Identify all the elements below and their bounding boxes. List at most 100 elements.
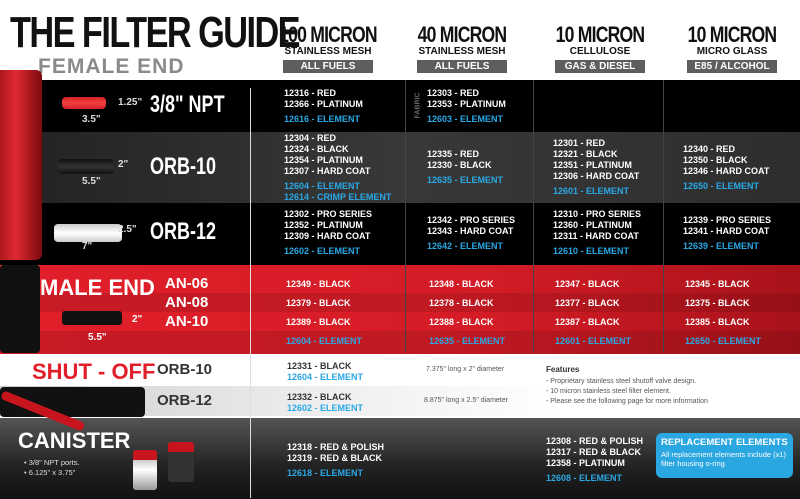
- element-part-number: 12604 - ELEMENT: [287, 372, 364, 382]
- part-number: 12347 - BLACK: [555, 278, 620, 289]
- replacement-callout: REPLACEMENT ELEMENTS All replacement ele…: [656, 433, 793, 478]
- part-number: 12308 - RED & POLISH: [546, 436, 644, 446]
- fabric-note: FABRIC: [414, 92, 422, 119]
- feature-item: - Proprietary stainless steel shutoff va…: [546, 378, 697, 385]
- shutoff-section: [0, 355, 800, 386]
- shutoff-size-label: ORB-10: [157, 361, 213, 378]
- orb10-band: [0, 132, 800, 203]
- canister-polished-image: [133, 450, 157, 490]
- part-number: 12377 - BLACK: [555, 297, 620, 308]
- fitting-label: ORB-10: [150, 152, 217, 180]
- part-number: 12335 - RED: [427, 149, 480, 159]
- element-part-number: 12601 - ELEMENT: [555, 335, 632, 346]
- part-cell: 12340 - RED 12350 - BLACK 12346 - HARD COA…: [683, 135, 769, 200]
- part-cell: 12301 - RED 12321 - BLACK 12351 - PLATINUM…: [553, 135, 639, 200]
- filter-image: [58, 158, 114, 174]
- part-number: 12346 - HARD COAT: [683, 165, 770, 176]
- callout-title: REPLACEMENT ELEMENTS: [661, 437, 788, 448]
- male-stripe: [0, 331, 800, 354]
- column-header: 10 MICRON MICRO GLASS E85 / ALCOHOL: [667, 22, 797, 73]
- part-number: 12387 - BLACK: [555, 316, 620, 327]
- fuel-badge: E85 / ALCOHOL: [687, 60, 777, 73]
- element-part-number: 12635 - ELEMENT: [429, 335, 506, 346]
- element-part-number: 12616 - ELEMENT: [284, 113, 361, 124]
- fitting-label: 3/8" NPT: [150, 91, 225, 118]
- element-part-number: 12610 - ELEMENT: [553, 246, 630, 256]
- canister-bullet: • 3/8" NPT ports.: [24, 458, 80, 467]
- part-number: 12358 - PLATINUM: [546, 458, 625, 468]
- part-cell: 12302 - PRO SERIES 12352 - PLATINUM 12309 …: [284, 206, 372, 260]
- part-number: 12331 - BLACK: [287, 361, 352, 371]
- part-number: 12360 - PLATINUM: [553, 220, 632, 230]
- divider: [663, 80, 664, 352]
- part-number: 12324 - BLACK: [284, 143, 349, 154]
- part-number: 12340 - RED: [683, 143, 736, 154]
- element-part-number: 12642 - ELEMENT: [427, 240, 504, 251]
- male-filter-image: [62, 311, 122, 325]
- part-number: 12348 - BLACK: [429, 278, 494, 289]
- male-size-label: AN-08: [165, 294, 209, 311]
- height-dimension: 2": [132, 314, 143, 325]
- divider: [405, 80, 406, 352]
- height-dimension: 2.5": [118, 224, 137, 235]
- part-number: 12345 - BLACK: [685, 278, 750, 289]
- part-number: 12375 - BLACK: [685, 297, 750, 308]
- element-part-number: 12601 - ELEMENT: [553, 186, 630, 196]
- part-number: 12316 - RED: [284, 87, 337, 98]
- part-number: 12302 - PRO SERIES: [284, 209, 373, 219]
- fuel-badge: ALL FUELS: [417, 60, 507, 73]
- part-number: 12303 - RED: [427, 87, 480, 98]
- part-number: 12388 - BLACK: [429, 316, 494, 327]
- fitting-label: ORB-12: [150, 218, 217, 245]
- element-part-number: 12604 - ELEMENT: [286, 335, 363, 346]
- element-part-number: 12614 - CRIMP ELEMENT: [284, 191, 392, 202]
- male-end-heading: MALE END: [40, 275, 155, 300]
- part-number: 12304 - RED: [284, 132, 337, 143]
- element-part-number: 12650 - ELEMENT: [683, 180, 760, 191]
- part-number: 12351 - PLATINUM: [553, 160, 632, 170]
- column-header: 40 MICRON STAINLESS MESH ALL FUELS: [397, 22, 527, 73]
- length-dimension: 5.5": [88, 332, 107, 343]
- part-number: 12389 - BLACK: [286, 316, 351, 327]
- male-section: [0, 265, 800, 354]
- part-number: 12306 - HARD COAT: [553, 171, 640, 181]
- part-cell: 12310 - PRO SERIES 12360 - PLATINUM 12311 …: [553, 206, 641, 260]
- female-end-heading: FEMALE END: [38, 55, 185, 78]
- media-type: STAINLESS MESH: [418, 46, 506, 57]
- dimension-note: 7.375" long x 2" diameter: [426, 366, 505, 373]
- element-part-number: 12608 - ELEMENT: [546, 473, 623, 483]
- shutoff-size-label: ORB-12: [157, 392, 213, 409]
- part-number: 12310 - PRO SERIES: [553, 209, 642, 219]
- height-dimension: 2": [118, 158, 129, 170]
- part-number: 12330 - BLACK: [427, 160, 492, 170]
- element-part-number: 12603 - ELEMENT: [427, 113, 504, 124]
- part-number: 12349 - BLACK: [286, 278, 351, 289]
- micron-rating: 10 MICRON: [687, 22, 777, 47]
- part-cell: 12339 - PRO SERIES 12341 - HARD COAT 12639…: [683, 206, 771, 260]
- part-cell: 12316 - RED 12366 - PLATINUM 12616 - ELEME…: [284, 83, 363, 129]
- column-header: 10 MICRON CELLULOSE GAS & DIESEL: [535, 22, 665, 73]
- height-dimension: 1.25": [118, 97, 143, 108]
- part-number: 12339 - PRO SERIES: [683, 214, 772, 225]
- length-dimension: 3.5": [82, 114, 101, 125]
- micron-rating: 10 MICRON: [555, 22, 645, 47]
- page-title: THE FILTER GUIDE: [10, 8, 301, 57]
- feature-item: - 10 micron stainless steel filter eleme…: [546, 388, 671, 395]
- canister-black-image: [168, 442, 194, 482]
- filter-image: [0, 70, 42, 260]
- part-number: 12353 - PLATINUM: [427, 98, 506, 109]
- part-cell: 12318 - RED & POLISH 12319 - RED & BLACK 1…: [287, 430, 384, 490]
- part-number: 12379 - BLACK: [286, 297, 351, 308]
- part-number: 12317 - RED & BLACK: [546, 447, 642, 457]
- features-title: Features: [546, 365, 580, 374]
- part-number: 12350 - BLACK: [683, 154, 748, 165]
- part-cell: 12308 - RED & POLISH 12317 - RED & BLACK 1…: [546, 430, 643, 490]
- divider: [250, 88, 251, 498]
- media-type: STAINLESS MESH: [284, 46, 372, 57]
- part-number: 12354 - PLATINUM: [284, 154, 363, 165]
- male-size-label: AN-06: [165, 275, 209, 292]
- fuel-badge: ALL FUELS: [283, 60, 373, 73]
- micron-rating: 100 MICRON: [279, 22, 377, 47]
- media-type: CELLULOSE: [569, 46, 631, 57]
- column-header: 100 MICRON STAINLESS MESH ALL FUELS: [263, 22, 393, 73]
